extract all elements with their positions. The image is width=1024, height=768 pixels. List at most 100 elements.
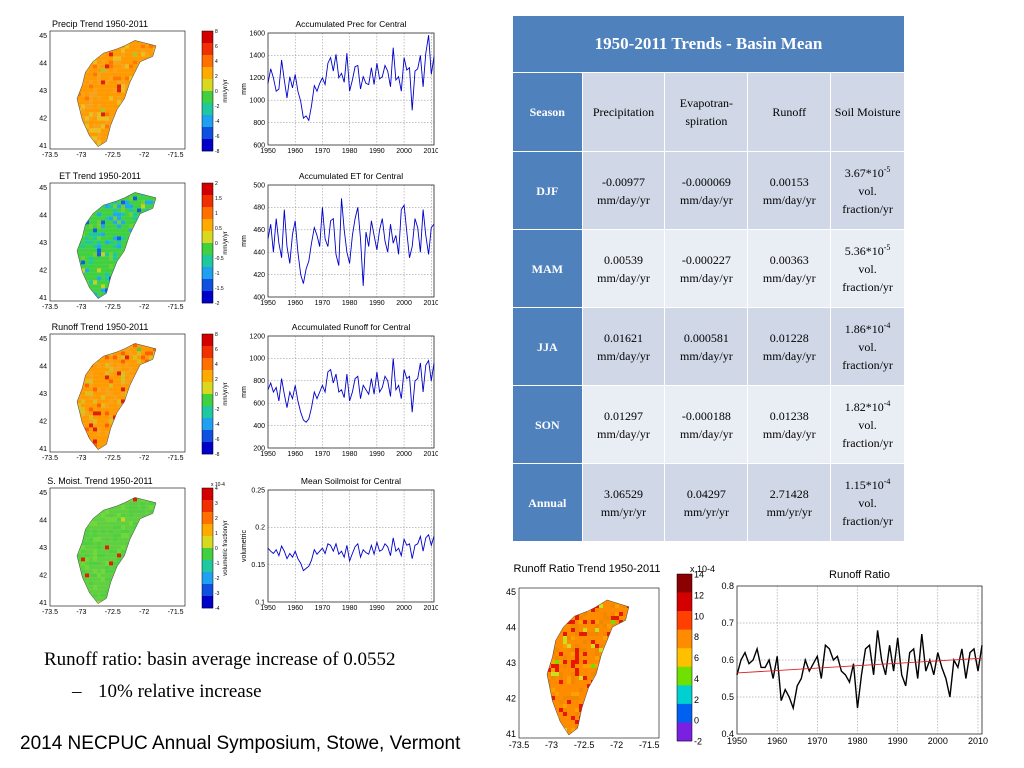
series-line	[736, 630, 983, 711]
map-cell	[81, 92, 85, 97]
map-cell	[105, 565, 109, 570]
map-cell	[129, 521, 133, 526]
map-cell	[113, 553, 117, 558]
map-cell	[109, 212, 113, 217]
map-cell	[583, 688, 587, 692]
map-cell	[85, 399, 89, 404]
map-cell	[567, 640, 571, 644]
map-cell	[89, 284, 93, 289]
map-cell	[583, 640, 587, 644]
map-cell	[607, 616, 611, 620]
map-cell	[141, 196, 145, 201]
map-cell	[571, 672, 575, 676]
map-cell	[85, 228, 89, 233]
map-cell	[93, 569, 97, 574]
map-cell	[571, 688, 575, 692]
map-cell	[121, 509, 125, 514]
map-cell	[141, 347, 145, 352]
map-cell	[113, 363, 117, 368]
map-cell	[101, 220, 105, 225]
colorbar-segment	[202, 430, 213, 443]
map-cell	[85, 549, 89, 554]
map-cell	[575, 676, 579, 680]
map-cell	[105, 68, 109, 73]
map-cell	[137, 196, 141, 201]
map-cell	[113, 533, 117, 538]
map-cell	[591, 668, 595, 672]
map-cell	[611, 604, 615, 608]
xtick-label: 2010	[968, 736, 988, 746]
map-cell	[109, 116, 113, 121]
map-xtick-label: -73.5	[42, 152, 58, 159]
map-ytick-label: 41	[506, 729, 516, 739]
map-cell	[93, 120, 97, 125]
map-cell	[109, 112, 113, 117]
map-cell	[113, 379, 117, 384]
map-cell	[85, 581, 89, 586]
map-cell	[105, 80, 109, 85]
map-cell	[101, 56, 105, 61]
map-cell	[153, 347, 156, 352]
map-cell	[109, 272, 113, 277]
map-cell	[81, 549, 85, 554]
map-cell	[583, 636, 587, 640]
map-cell	[97, 124, 101, 129]
map-cell	[121, 363, 125, 368]
map-cell	[555, 644, 559, 648]
map-cell	[113, 355, 117, 360]
map-cell	[133, 355, 137, 360]
map-cell	[93, 593, 97, 598]
xtick-label: 1990	[369, 605, 385, 612]
ytick-label: 600	[253, 401, 265, 408]
map-cell	[89, 120, 93, 125]
map-cell	[109, 521, 113, 526]
map-cell	[563, 712, 567, 716]
map-cell	[105, 423, 109, 428]
map-cell	[571, 652, 575, 656]
colorbar-segment	[202, 394, 213, 407]
map-cell	[101, 359, 105, 364]
map-cell	[153, 501, 156, 506]
map-cell	[571, 684, 575, 688]
map-cell	[567, 676, 571, 680]
map-cell	[89, 132, 93, 137]
map-cell	[559, 688, 563, 692]
map-cell	[149, 505, 153, 510]
map-cell	[117, 92, 121, 97]
colorbar-segment	[677, 574, 692, 593]
colorbar-tick-label: -2	[215, 407, 220, 413]
map-ytick-label: 42	[506, 694, 516, 704]
map-cell	[81, 104, 85, 109]
ytick-label: 0.8	[721, 581, 734, 591]
map-cell	[81, 236, 85, 241]
map-cell	[109, 399, 113, 404]
map-cell	[567, 680, 571, 684]
map-cell	[129, 56, 133, 61]
map-cell	[141, 56, 145, 61]
map-cell	[117, 200, 121, 205]
map-cell	[571, 716, 575, 720]
map-cell	[97, 224, 101, 229]
map-cell	[97, 573, 101, 578]
map-cell	[113, 224, 117, 229]
map-cell	[89, 276, 93, 281]
map-cell	[141, 200, 145, 205]
map-cell	[105, 232, 109, 237]
map-cell	[125, 220, 129, 225]
soil-exponent: -4	[883, 398, 891, 408]
ytick-label: 1000	[249, 356, 265, 363]
map-cell	[105, 52, 109, 57]
map-cell	[121, 208, 125, 213]
map-cell	[563, 628, 567, 632]
map-cell	[567, 632, 571, 636]
map-cell	[101, 256, 105, 261]
map-cell	[81, 252, 85, 257]
map-cell	[97, 136, 101, 141]
map-cell	[101, 272, 105, 277]
map-cell	[137, 200, 141, 205]
map-cell	[575, 632, 579, 636]
map-cell	[575, 664, 579, 668]
map-cell	[113, 359, 117, 364]
map-cell	[575, 716, 579, 720]
